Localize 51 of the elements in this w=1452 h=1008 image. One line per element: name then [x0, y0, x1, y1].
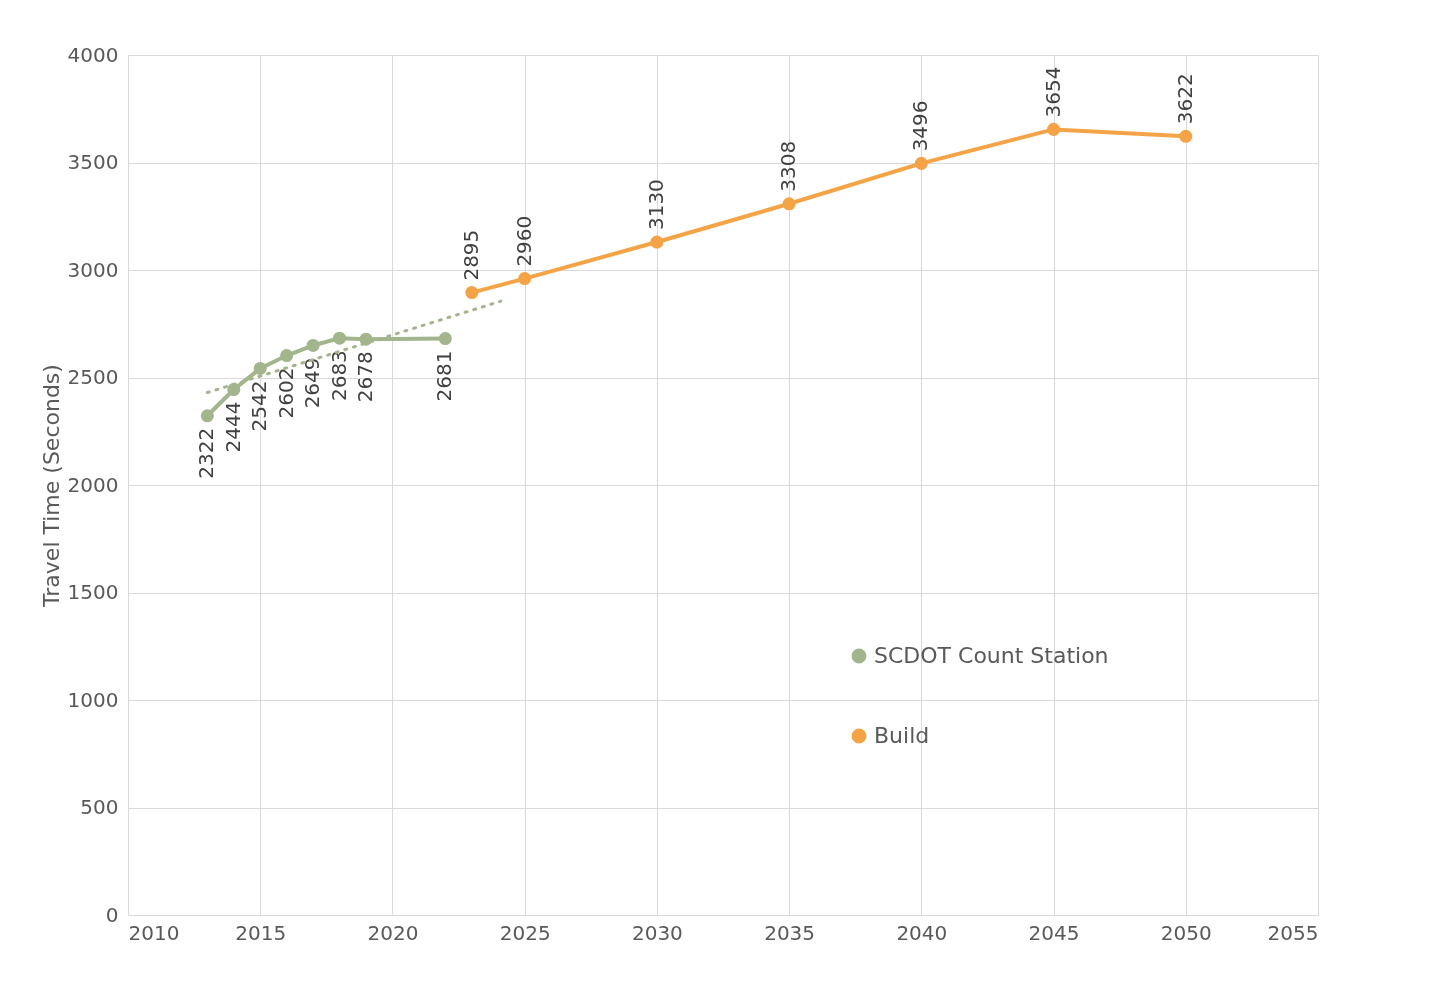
y-tick-label: 3500	[67, 150, 119, 174]
data-label: 3654	[1040, 66, 1065, 118]
x-tick-label: 2015	[235, 920, 287, 945]
point	[782, 197, 796, 211]
data-label: 2322	[194, 427, 219, 479]
y-tick-label: 2500	[67, 365, 119, 389]
x-tick-label: 2020	[367, 920, 419, 945]
x-tick-label: 2040	[896, 920, 948, 945]
y-axis-title: Travel Time (Seconds)	[38, 364, 64, 608]
point	[518, 272, 532, 286]
data-label: 2681	[432, 350, 457, 402]
data-label: 2895	[458, 229, 483, 281]
data-label: 2542	[247, 380, 272, 432]
point	[280, 349, 294, 363]
x-tick-label: 2030	[631, 920, 683, 945]
data-label: 2683	[326, 350, 351, 402]
y-tick-label: 1000	[67, 687, 119, 712]
point	[306, 338, 320, 352]
data-label: 3130	[643, 179, 668, 231]
x-tick-label: 2050	[1160, 920, 1212, 945]
data-label: 3308	[776, 140, 801, 192]
data-label: 2678	[353, 351, 377, 403]
point	[1179, 129, 1193, 143]
data-label: 2602	[273, 367, 298, 419]
y-tick-label: 1500	[67, 580, 119, 604]
y-tick-label: 500	[80, 795, 119, 819]
point	[1047, 122, 1061, 136]
point	[200, 409, 214, 423]
x-tick-label: 2035	[764, 920, 816, 945]
x-tick-label: 2025	[499, 920, 551, 945]
data-label: 2444	[220, 401, 245, 453]
y-tick-label: 0	[105, 902, 119, 927]
y-tick-label: 2000	[67, 472, 119, 497]
data-label: 2960	[511, 215, 536, 267]
point	[650, 235, 664, 249]
x-tick-label: 2045	[1028, 920, 1080, 945]
point	[438, 332, 452, 346]
point	[253, 361, 267, 375]
data-label: 3496	[908, 100, 933, 152]
x-tick-label: 2055	[1267, 920, 1319, 945]
data-label: 2649	[300, 357, 325, 409]
point	[333, 331, 347, 345]
y-tick-label: 4000	[67, 42, 119, 67]
legend-label: SCDOT Count Station	[874, 643, 1109, 668]
y-tick-label: 3000	[67, 257, 119, 282]
x-tick-label: 2010	[128, 920, 180, 945]
legend-label: Build	[874, 723, 930, 748]
point	[465, 286, 479, 300]
point	[914, 156, 928, 170]
data-label: 3622	[1172, 73, 1197, 125]
point	[227, 383, 241, 397]
